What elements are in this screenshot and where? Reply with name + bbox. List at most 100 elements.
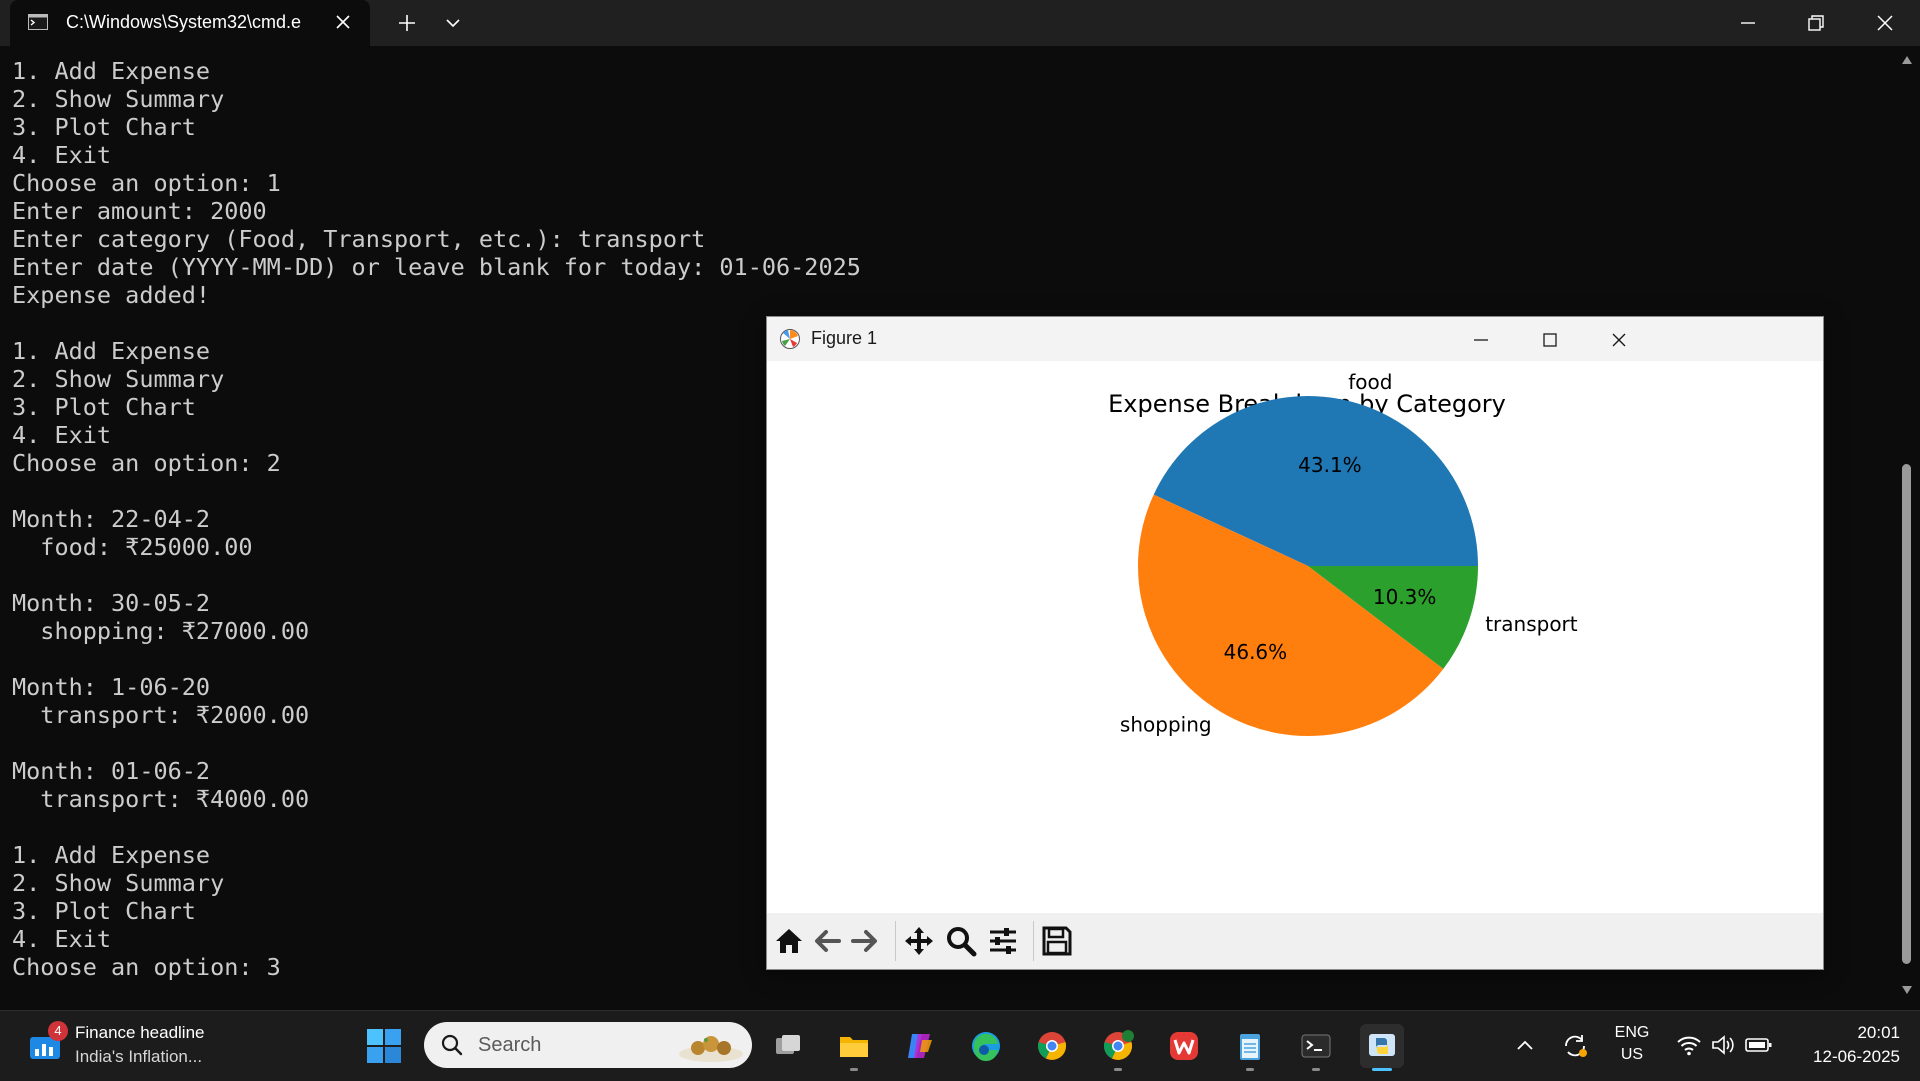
language-code: ENG	[1614, 1024, 1650, 1041]
windows-start-icon[interactable]	[366, 1028, 402, 1064]
minimize-icon[interactable]	[1735, 10, 1761, 36]
notepad-icon	[1240, 1034, 1260, 1060]
scroll-up-icon[interactable]	[1900, 54, 1914, 66]
close-tab-icon[interactable]	[332, 11, 354, 33]
pan-icon[interactable]	[903, 925, 935, 957]
terminal-line: 1. Add Expense	[12, 337, 211, 365]
terminal-line: food: ₹25000.00	[12, 533, 253, 561]
terminal-line	[12, 309, 861, 337]
wps-office-icon	[1170, 1032, 1198, 1060]
terminal-line: 1. Add Expense	[12, 57, 211, 85]
new-tab-icon[interactable]	[395, 11, 419, 35]
pie-percent-shopping: 46.6%	[1224, 640, 1288, 664]
terminal-line: Enter category (Food, Transport, etc.): …	[12, 225, 706, 253]
home-icon[interactable]	[773, 925, 805, 957]
terminal-line	[12, 813, 861, 841]
copilot-button[interactable]	[898, 1024, 942, 1068]
wps-office-button[interactable]	[1162, 1024, 1206, 1068]
terminal-line: Choose an option: 1	[12, 169, 281, 197]
terminal-line: 2. Show Summary	[12, 85, 225, 113]
pie-label-shopping: shopping	[1120, 713, 1212, 737]
terminal-line: 2. Show Summary	[12, 869, 225, 897]
close-window-icon[interactable]	[1872, 10, 1898, 36]
terminal-line: Month: 01-06-2	[12, 757, 211, 785]
chevron-down-icon[interactable]	[442, 12, 464, 34]
terminal-button[interactable]	[1294, 1024, 1338, 1068]
notepad-button[interactable]	[1228, 1024, 1272, 1068]
clock-date: 12-06-2025	[1813, 1047, 1900, 1066]
taskbar-search[interactable]: Search	[424, 1022, 752, 1068]
python-figure-icon	[1369, 1034, 1395, 1056]
pie-percent-transport: 10.3%	[1373, 585, 1437, 609]
food-bowl-icon	[679, 1036, 743, 1062]
edge-button[interactable]	[964, 1024, 1008, 1068]
figure-close-icon[interactable]	[1607, 328, 1631, 352]
edge-icon	[972, 1032, 1000, 1062]
scroll-down-icon[interactable]	[1900, 984, 1914, 996]
terminal-tab[interactable]: C:\Windows\System32\cmd.e	[10, 0, 370, 46]
chevron-up-icon[interactable]	[1514, 1035, 1536, 1057]
terminal-line: Choose an option: 3	[12, 953, 281, 981]
terminal-line: 4. Exit	[12, 925, 112, 953]
volume-icon[interactable]	[1710, 1033, 1736, 1057]
scroll-thumb[interactable]	[1902, 464, 1911, 964]
terminal-line: shopping: ₹27000.00	[12, 617, 310, 645]
terminal-output[interactable]: 1. Add Expense 2. Show Summary 3. Plot Cha…	[12, 57, 861, 981]
zoom-icon[interactable]	[945, 925, 977, 957]
chrome-button[interactable]	[1030, 1024, 1074, 1068]
terminal-line: Choose an option: 2	[12, 449, 281, 477]
search-icon	[441, 1034, 463, 1056]
figure-titlebar: Figure 1	[767, 317, 1823, 361]
folder-icon	[840, 1037, 868, 1057]
running-indicator	[1114, 1068, 1122, 1071]
keyboard-region: US	[1620, 1046, 1644, 1063]
active-indicator	[1372, 1068, 1392, 1071]
file-explorer-button[interactable]	[832, 1024, 876, 1068]
terminal-line: 3. Plot Chart	[12, 113, 196, 141]
terminal-line: Enter date (YYYY-MM-DD) or leave blank f…	[12, 253, 861, 281]
stock-chart-icon	[30, 1037, 60, 1059]
notification-badge: 4	[48, 1021, 68, 1041]
language-indicator[interactable]: ENG US	[1612, 1024, 1652, 1064]
pie-label-food: food	[1348, 370, 1392, 394]
figure-maximize-icon[interactable]	[1538, 328, 1562, 352]
wifi-icon[interactable]	[1676, 1033, 1702, 1057]
sync-icon[interactable]	[1560, 1031, 1590, 1061]
running-indicator	[1246, 1068, 1254, 1071]
widget-headline: Finance headline	[75, 1023, 205, 1042]
configure-subplots-icon[interactable]	[987, 925, 1019, 957]
terminal-scrollbar[interactable]	[1894, 46, 1920, 1010]
chrome-profile-icon	[1103, 1030, 1134, 1060]
task-view-button[interactable]	[766, 1024, 810, 1068]
pie-slice-shopping	[1138, 494, 1444, 736]
forward-arrow-icon[interactable]	[849, 925, 881, 957]
back-arrow-icon[interactable]	[811, 925, 843, 957]
terminal-line: Expense added!	[12, 281, 211, 309]
terminal-line: Month: 30-05-2	[12, 589, 211, 617]
pie-slice-food	[1153, 396, 1478, 566]
running-indicator	[850, 1068, 858, 1071]
chrome-profile-button[interactable]	[1096, 1024, 1140, 1068]
pie-label-transport: transport	[1485, 612, 1578, 636]
clock[interactable]: 20:01 12-06-2025	[1790, 1023, 1900, 1067]
widget-subtitle: India's Inflation...	[75, 1047, 203, 1066]
battery-icon[interactable]	[1745, 1035, 1773, 1055]
python-button[interactable]	[1360, 1024, 1404, 1068]
terminal-icon	[1301, 1034, 1331, 1058]
pie-percent-food: 43.1%	[1298, 453, 1362, 477]
tab-title: C:\Windows\System32\cmd.e	[66, 12, 302, 32]
terminal-line: Enter amount: 2000	[12, 197, 267, 225]
pie-chart: Expense Breakdown by Category food43.1%s…	[1108, 370, 1578, 737]
copilot-icon	[908, 1034, 932, 1058]
terminal-line	[12, 729, 861, 757]
terminal-line: 3. Plot Chart	[12, 897, 196, 925]
terminal-line: 3. Plot Chart	[12, 393, 196, 421]
matplotlib-icon	[780, 329, 800, 349]
terminal-line: 1. Add Expense	[12, 841, 211, 869]
figure-minimize-icon[interactable]	[1469, 328, 1493, 352]
terminal-line: 2. Show Summary	[12, 365, 225, 393]
restore-icon[interactable]	[1803, 10, 1829, 36]
terminal-line: Month: 22-04-2	[12, 505, 211, 533]
terminal-titlebar: C:\Windows\System32\cmd.e	[0, 0, 1920, 46]
save-icon[interactable]	[1041, 925, 1073, 957]
